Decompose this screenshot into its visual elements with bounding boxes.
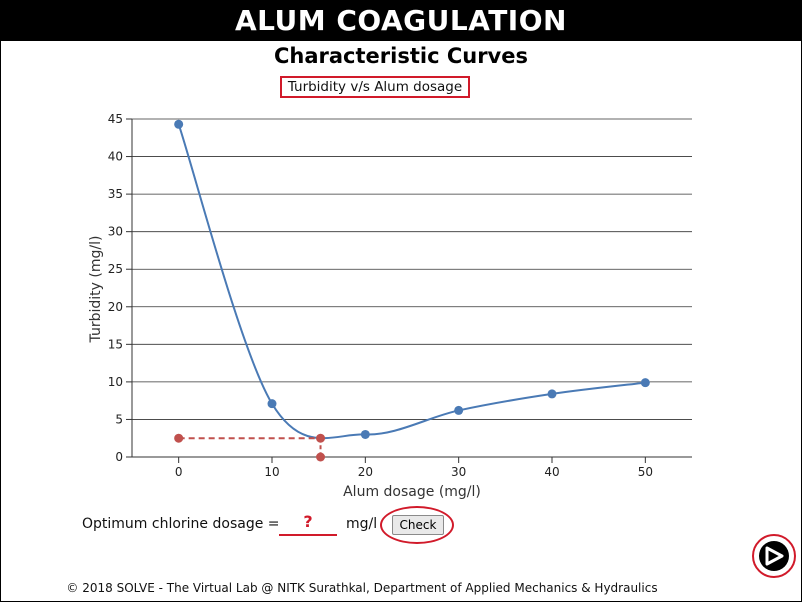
- y-tick-label: 0: [115, 450, 123, 464]
- y-tick-label: 5: [115, 412, 123, 426]
- optimum-y-axis-point: [174, 433, 184, 443]
- data-point: [267, 399, 277, 409]
- x-tick-label: 0: [175, 465, 183, 479]
- data-point: [174, 119, 184, 129]
- optimum-point: [316, 433, 326, 443]
- data-point: [547, 389, 557, 399]
- x-tick-label: 20: [358, 465, 373, 479]
- y-tick-label: 20: [108, 300, 123, 314]
- chart-caption: Turbidity v/s Alum dosage: [280, 76, 470, 98]
- section-subtitle: Characteristic Curves: [274, 44, 528, 68]
- series-line: [177, 123, 646, 440]
- x-tick-label: 30: [451, 465, 466, 479]
- next-arrow-icon: [759, 541, 789, 571]
- y-tick-label: 15: [108, 337, 123, 351]
- answer-unit: mg/l: [346, 516, 378, 532]
- page-title: ALUM COAGULATION: [1, 1, 801, 41]
- check-button[interactable]: Check: [392, 515, 444, 535]
- answer-input[interactable]: ?: [279, 512, 337, 536]
- x-axis-title: Alum dosage (mg/l): [343, 484, 481, 500]
- y-axis-title: Turbidity (mg/l): [88, 236, 104, 344]
- data-point: [360, 429, 370, 439]
- x-tick-label: 50: [638, 465, 653, 479]
- data-point: [454, 405, 464, 415]
- next-button[interactable]: [752, 534, 796, 578]
- footer-credit: © 2018 SOLVE - The Virtual Lab @ NITK Su…: [66, 581, 658, 595]
- x-tick-label: 10: [264, 465, 279, 479]
- y-tick-label: 10: [108, 375, 123, 389]
- y-tick-label: 40: [108, 150, 123, 164]
- answer-row: Optimum chlorine dosage = ? mg/l Check: [1, 506, 801, 546]
- y-tick-label: 25: [108, 262, 123, 276]
- answer-label: Optimum chlorine dosage =: [82, 516, 280, 532]
- data-point: [640, 378, 650, 388]
- y-tick-label: 45: [108, 112, 123, 126]
- y-tick-label: 30: [108, 225, 123, 239]
- turbidity-chart: 0 5 10 15 20 25 30 35 40 45 0 10 20 30 40 50 Alum dosag…: [88, 112, 692, 500]
- y-tick-label: 35: [108, 187, 123, 201]
- check-highlight-ring: [380, 506, 454, 544]
- x-tick-label: 40: [544, 465, 559, 479]
- optimum-x-axis-point: [316, 452, 326, 462]
